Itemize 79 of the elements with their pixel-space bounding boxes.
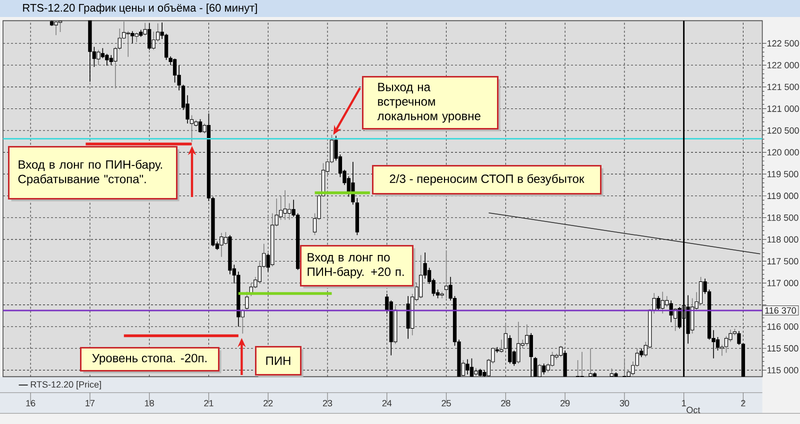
annotation: Выход на встречном локальном уровне <box>377 82 480 123</box>
y-tick-label: 117 000 <box>767 280 798 286</box>
y-tick-label: 122 000 <box>767 62 799 68</box>
y-tick-label: 115 000 <box>767 366 798 374</box>
candlestick <box>440 291 444 299</box>
legend-label: RTS-12.20 [Price] <box>30 381 101 390</box>
annotation: Вход в лонг по ПИН-бару. +20 п. <box>308 253 404 278</box>
candlestick <box>96 49 100 66</box>
ref-line-label: 116 370 <box>765 307 796 314</box>
y-tick-label: 121 500 <box>767 84 799 90</box>
candlestick <box>100 48 105 59</box>
candlestick <box>126 30 130 58</box>
x-tick-label: 22 <box>264 400 273 406</box>
x-tick-label: 24 <box>382 400 392 406</box>
x-tick-label: 25 <box>442 400 451 406</box>
y-tick-label: 120 000 <box>767 149 799 156</box>
x-tick-label: 29 <box>560 400 570 406</box>
candlestick <box>54 20 58 36</box>
y-tick-label: 118 000 <box>767 236 798 243</box>
chart-title: RTS-12.20 График цены и объёма - [60 минут] <box>23 4 257 14</box>
y-tick-label: 117 500 <box>767 258 798 264</box>
candlestick <box>563 350 567 378</box>
candlestick <box>652 292 656 314</box>
x-tick-label: 1 <box>682 400 686 406</box>
candlestick <box>130 30 134 44</box>
candlestick <box>542 363 546 375</box>
candlestick <box>220 232 224 258</box>
candlestick <box>190 114 194 142</box>
y-tick-label: 121 000 <box>767 106 799 112</box>
y-tick-label: 119 000 <box>767 192 798 200</box>
candlestick <box>148 22 152 50</box>
y-tick-label: 116 000 <box>767 323 798 330</box>
candlestick <box>114 46 118 89</box>
candlestick <box>529 332 533 378</box>
candlestick <box>698 276 703 306</box>
candlestick <box>690 298 694 334</box>
x-tick-label: 28 <box>501 400 510 406</box>
y-tick-label: 119 500 <box>767 170 798 178</box>
candlestick <box>283 190 287 220</box>
candlestick <box>716 336 720 351</box>
text: Oct <box>686 406 700 414</box>
candlestick <box>516 321 520 364</box>
candlestick <box>466 358 470 375</box>
candlestick <box>656 296 660 310</box>
candlestick <box>351 161 355 205</box>
candlestick <box>508 334 512 364</box>
candlestick <box>105 53 109 66</box>
x-tick-label: 17 <box>86 400 95 406</box>
x-tick-label: 18 <box>145 400 154 406</box>
y-tick-label: 115 500 <box>767 345 798 352</box>
candlestick <box>444 250 448 299</box>
annotation: 2/3 - переносим СТОП в безубыток <box>390 174 584 186</box>
y-tick-label: 120 500 <box>767 127 799 134</box>
candlestick <box>534 356 538 378</box>
annotation: Уровень стопа. -20п. <box>92 354 207 365</box>
x-tick-label: 30 <box>620 400 630 406</box>
candlestick <box>500 339 504 354</box>
annotation: Вход в лонг по ПИН-бару. Срабатывание "стопа". <box>18 160 162 186</box>
x-tick-label: 2 <box>741 400 746 406</box>
x-tick-label: 21 <box>204 400 214 406</box>
y-tick-label: 122 500 <box>767 40 799 47</box>
candlestick <box>58 20 62 32</box>
candlestick <box>152 31 156 50</box>
candlestick <box>622 358 626 378</box>
candlestick <box>660 291 664 314</box>
candlestick <box>198 118 202 134</box>
x-tick-label: 23 <box>322 400 332 406</box>
x-tick-label: 16 <box>26 400 36 406</box>
candlestick <box>724 336 728 354</box>
candlestick <box>576 360 580 378</box>
candlestick <box>580 351 584 378</box>
annotation: ПИН <box>266 356 290 365</box>
candlestick <box>588 348 592 378</box>
y-tick-label: 118 500 <box>767 214 798 221</box>
candlestick <box>164 33 168 60</box>
candlestick <box>118 28 122 50</box>
candlestick <box>470 358 474 378</box>
candlestick <box>172 58 177 83</box>
candlestick <box>134 32 138 42</box>
